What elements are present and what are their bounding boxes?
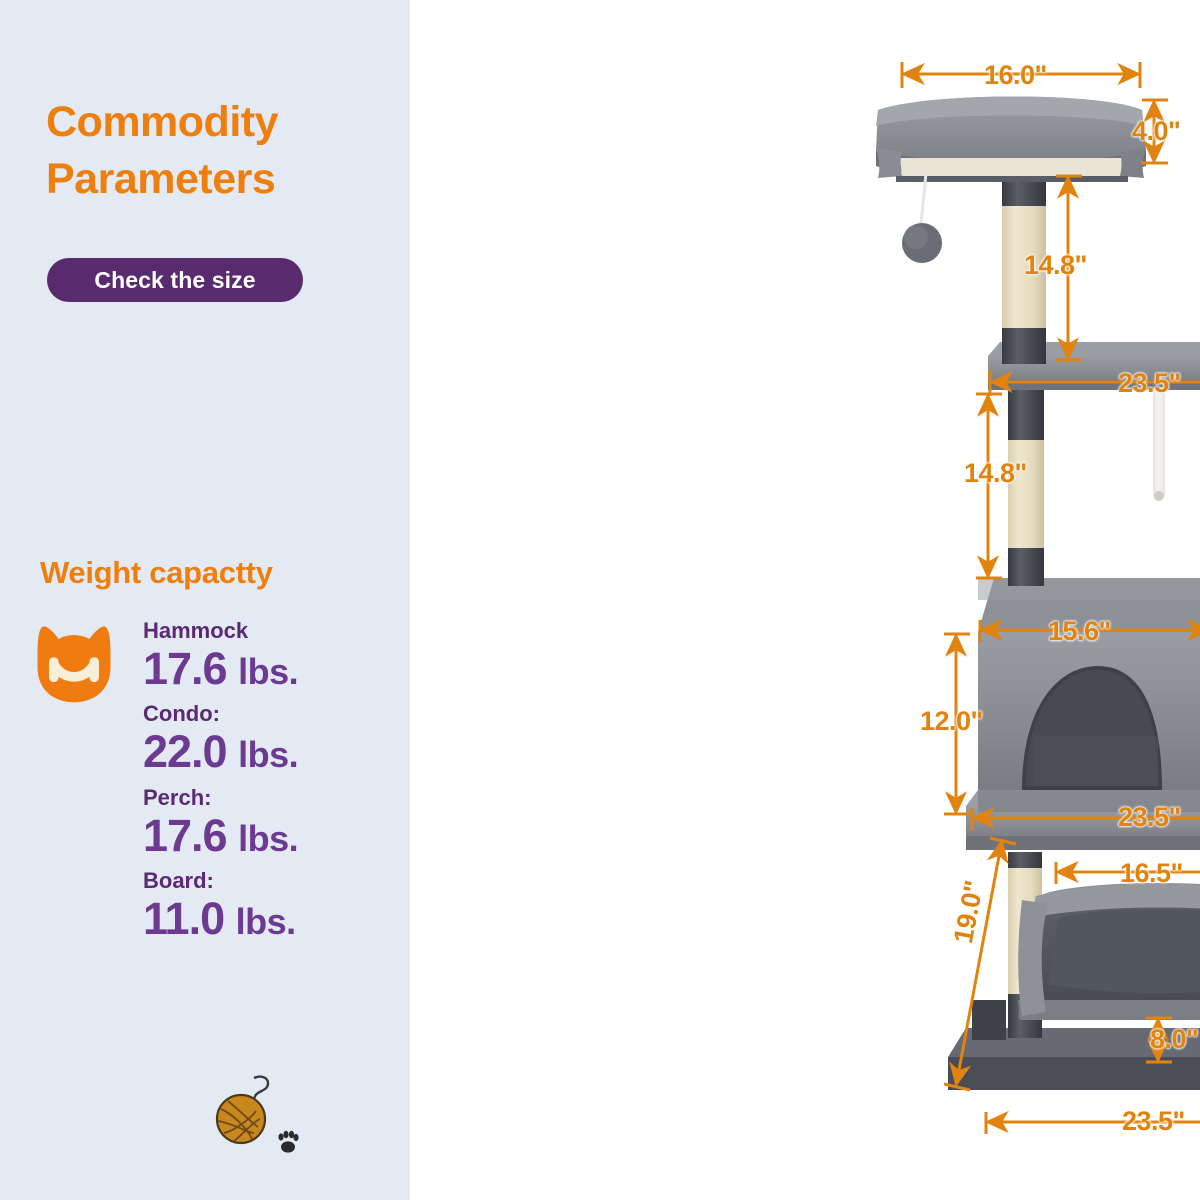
- pom-pom-toy: [902, 171, 942, 263]
- cat-head-hammock-icon: [37, 626, 111, 703]
- weight-capacity-heading: Weight capactty: [40, 555, 273, 590]
- dimension-label-base-width: 23.5": [1122, 1106, 1185, 1136]
- list-item: Board: 11.0 lbs.: [143, 868, 403, 944]
- list-item: Hammock 17.6 lbs.: [143, 618, 403, 694]
- dimension-label-condo-height: 12.0": [920, 706, 983, 736]
- cat-tree-dimension-drawing: [876, 62, 1200, 1134]
- mid-posts: [1008, 386, 1044, 586]
- top-perch: [876, 96, 1146, 263]
- page-title-line2: Parameters: [46, 154, 276, 203]
- page-title-line1: Commodity: [46, 98, 279, 146]
- page-title: Commodity Parameters: [46, 94, 386, 208]
- weight-capacity-list: Hammock 17.6 lbs. Condo: 22.0 lbs. Perch…: [143, 618, 403, 951]
- weight-item-value: 17.6 lbs.: [143, 642, 403, 694]
- check-the-size-label: Check the size: [94, 266, 256, 293]
- weight-unit: lbs.: [238, 817, 299, 859]
- weight-item-label: Board:: [143, 868, 214, 894]
- left-info-panel: Commodity Parameters Check the size Weig…: [0, 0, 410, 1200]
- weight-number: 17.6: [143, 642, 228, 694]
- top-post: [1002, 168, 1046, 364]
- condo: [978, 578, 1200, 812]
- weight-number: 17.6: [143, 809, 228, 861]
- list-item: Condo: 22.0 lbs.: [143, 701, 403, 777]
- dimension-label-bed-width: 16.5": [1120, 858, 1183, 888]
- paw-print-icon: [278, 1130, 299, 1153]
- check-the-size-button[interactable]: Check the size: [47, 258, 303, 302]
- dimension-label-bed-clearance: 8.0": [1150, 1024, 1199, 1054]
- dimension-label-upper-platform-width: 23.5": [1118, 368, 1181, 398]
- weight-item-label: Perch:: [143, 784, 212, 810]
- dimension-label-top-perch-width: 16.0": [984, 60, 1047, 90]
- dimension-label-mid-post-height: 14.8": [964, 458, 1027, 488]
- dimension-label-top-perch-thickness: 4.0": [1132, 116, 1181, 146]
- weight-item-value: 17.6 lbs.: [143, 809, 403, 861]
- weight-unit: lbs.: [235, 900, 297, 942]
- weight-item-value: 22.0 lbs.: [143, 727, 403, 777]
- yarn-ball-icon: [215, 1075, 299, 1153]
- dimension-label-lower-platform-width: 23.5": [1118, 802, 1181, 832]
- weight-item-value: 11.0 lbs.: [143, 892, 403, 944]
- hanging-strap: [1153, 387, 1165, 501]
- weight-item-label: Hammock: [143, 618, 249, 643]
- weight-unit: lbs.: [238, 734, 299, 776]
- dimension-lines: [900, 62, 1200, 1134]
- weight-item-label: Condo:: [143, 701, 220, 727]
- weight-number: 11.0: [143, 892, 225, 944]
- weight-unit: lbs.: [238, 650, 299, 692]
- bed-box: [1018, 883, 1200, 1020]
- cat-tree-illustration: [876, 96, 1200, 1090]
- weight-number: 22.0: [143, 726, 228, 778]
- dimension-label-top-post-height: 14.8": [1024, 250, 1087, 280]
- product-image-area: 16.0" 4.0" 14.8" 23.5" 14.8" 7.5" 15.0" …: [410, 0, 1200, 1200]
- dimension-label-condo-width: 15.6": [1048, 616, 1111, 646]
- list-item: Perch: 17.6 lbs.: [143, 785, 403, 861]
